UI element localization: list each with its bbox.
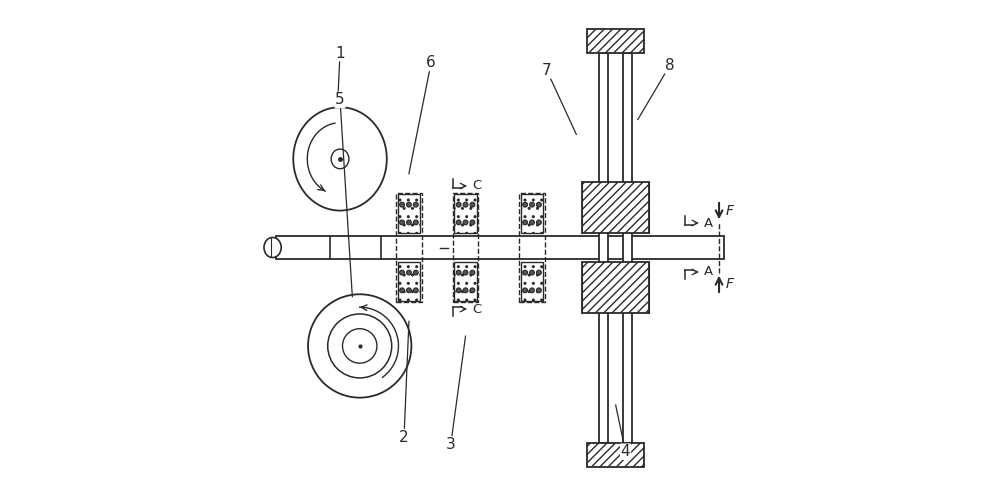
Text: A: A: [704, 265, 713, 279]
Circle shape: [463, 220, 468, 225]
Circle shape: [407, 270, 411, 275]
Bar: [276, 236, 724, 259]
Bar: [453, 194, 478, 301]
Circle shape: [523, 288, 528, 293]
Text: A: A: [704, 216, 713, 230]
Circle shape: [530, 288, 534, 293]
Text: F: F: [725, 204, 733, 218]
Text: 3: 3: [446, 437, 456, 452]
Text: 4: 4: [621, 445, 630, 459]
Circle shape: [463, 270, 468, 275]
Bar: [521, 195, 543, 233]
Circle shape: [523, 220, 528, 225]
Circle shape: [456, 202, 461, 207]
Bar: [599, 53, 608, 443]
Circle shape: [400, 270, 404, 275]
Text: 6: 6: [426, 55, 436, 70]
Bar: [587, 29, 644, 53]
Bar: [582, 262, 649, 313]
Circle shape: [523, 270, 528, 275]
Circle shape: [400, 288, 404, 293]
Text: F: F: [725, 277, 733, 291]
Circle shape: [536, 270, 541, 275]
Bar: [454, 262, 477, 300]
Bar: [398, 195, 420, 233]
Ellipse shape: [293, 107, 387, 210]
Circle shape: [463, 202, 468, 207]
Circle shape: [413, 220, 418, 225]
Circle shape: [413, 288, 418, 293]
Text: C: C: [472, 302, 482, 315]
Circle shape: [456, 288, 461, 293]
Bar: [519, 194, 545, 301]
Ellipse shape: [342, 329, 377, 363]
Circle shape: [530, 202, 534, 207]
Text: 5: 5: [335, 93, 345, 107]
Ellipse shape: [308, 294, 411, 397]
Circle shape: [400, 220, 404, 225]
Text: 2: 2: [399, 430, 409, 445]
Circle shape: [463, 288, 468, 293]
Bar: [587, 443, 644, 467]
Circle shape: [530, 220, 534, 225]
Ellipse shape: [331, 149, 349, 169]
Text: C: C: [472, 180, 482, 193]
Bar: [398, 262, 420, 300]
Circle shape: [536, 220, 541, 225]
Circle shape: [413, 202, 418, 207]
Bar: [396, 194, 422, 301]
Bar: [582, 182, 649, 233]
Circle shape: [536, 288, 541, 293]
Circle shape: [470, 270, 475, 275]
Circle shape: [523, 202, 528, 207]
Circle shape: [456, 220, 461, 225]
Circle shape: [413, 270, 418, 275]
Circle shape: [407, 220, 411, 225]
Circle shape: [470, 220, 475, 225]
Circle shape: [470, 288, 475, 293]
Circle shape: [470, 202, 475, 207]
Text: 7: 7: [542, 63, 552, 78]
Bar: [623, 53, 632, 443]
Circle shape: [536, 202, 541, 207]
Circle shape: [456, 270, 461, 275]
Bar: [521, 262, 543, 300]
Circle shape: [407, 202, 411, 207]
Circle shape: [400, 202, 404, 207]
Text: 8: 8: [665, 58, 675, 73]
Text: 1: 1: [335, 46, 345, 60]
Bar: [454, 195, 477, 233]
Circle shape: [530, 270, 534, 275]
Circle shape: [407, 288, 411, 293]
Ellipse shape: [328, 314, 392, 378]
Ellipse shape: [264, 238, 281, 257]
